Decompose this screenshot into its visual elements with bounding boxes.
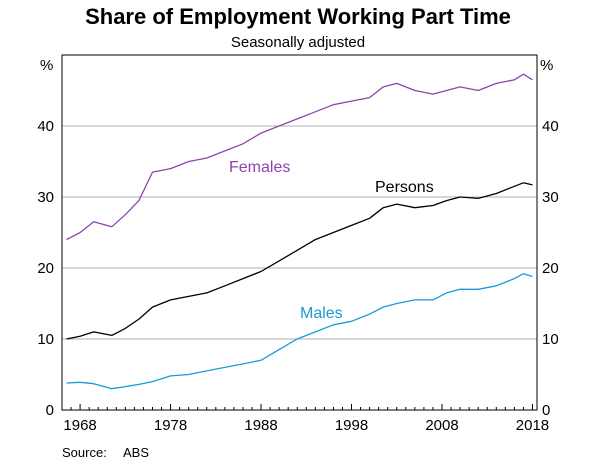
x-tick-label: 2018 xyxy=(516,417,549,434)
series-label-males: Males xyxy=(300,305,343,322)
x-tick-label: 1988 xyxy=(244,417,277,434)
series-line-males xyxy=(66,273,533,390)
y-tick-label-right: 10 xyxy=(542,331,559,348)
y-tick-label-right: 30 xyxy=(542,189,559,206)
x-tick-label: 1998 xyxy=(335,417,368,434)
series-label-persons: Persons xyxy=(375,179,434,196)
y-tick-label-left: 0 xyxy=(46,402,54,419)
x-tick-label: 1968 xyxy=(63,417,96,434)
y-tick-label-left: 20 xyxy=(37,260,54,277)
y-tick-label-left: 10 xyxy=(37,331,54,348)
source-label: Source: xyxy=(62,445,107,460)
plot-frame xyxy=(61,54,538,411)
axis-ticks: 0 0 10 10 20 20 30 30 40 40 1968 1978 1988 1998 2008 20… xyxy=(37,118,558,434)
series-line-females xyxy=(66,73,533,241)
series-line-persons xyxy=(66,182,533,340)
chart-subtitle: Seasonally adjusted xyxy=(231,34,365,51)
x-tick-label: 2008 xyxy=(425,417,458,434)
y-tick-label-left: 40 xyxy=(37,118,54,135)
series-label-females: Females xyxy=(229,159,290,176)
series-lines xyxy=(66,73,533,390)
y-tick-label-right: 20 xyxy=(542,260,559,277)
y-unit-left: % xyxy=(40,57,53,74)
y-tick-label-right: 40 xyxy=(542,118,559,135)
chart-title: Share of Employment Working Part Time xyxy=(85,4,511,29)
y-unit-right: % xyxy=(540,57,553,74)
x-tick-label: 1978 xyxy=(154,417,187,434)
y-tick-label-right: 0 xyxy=(542,402,550,419)
y-tick-label-left: 30 xyxy=(37,189,54,206)
source-value: ABS xyxy=(123,445,149,460)
